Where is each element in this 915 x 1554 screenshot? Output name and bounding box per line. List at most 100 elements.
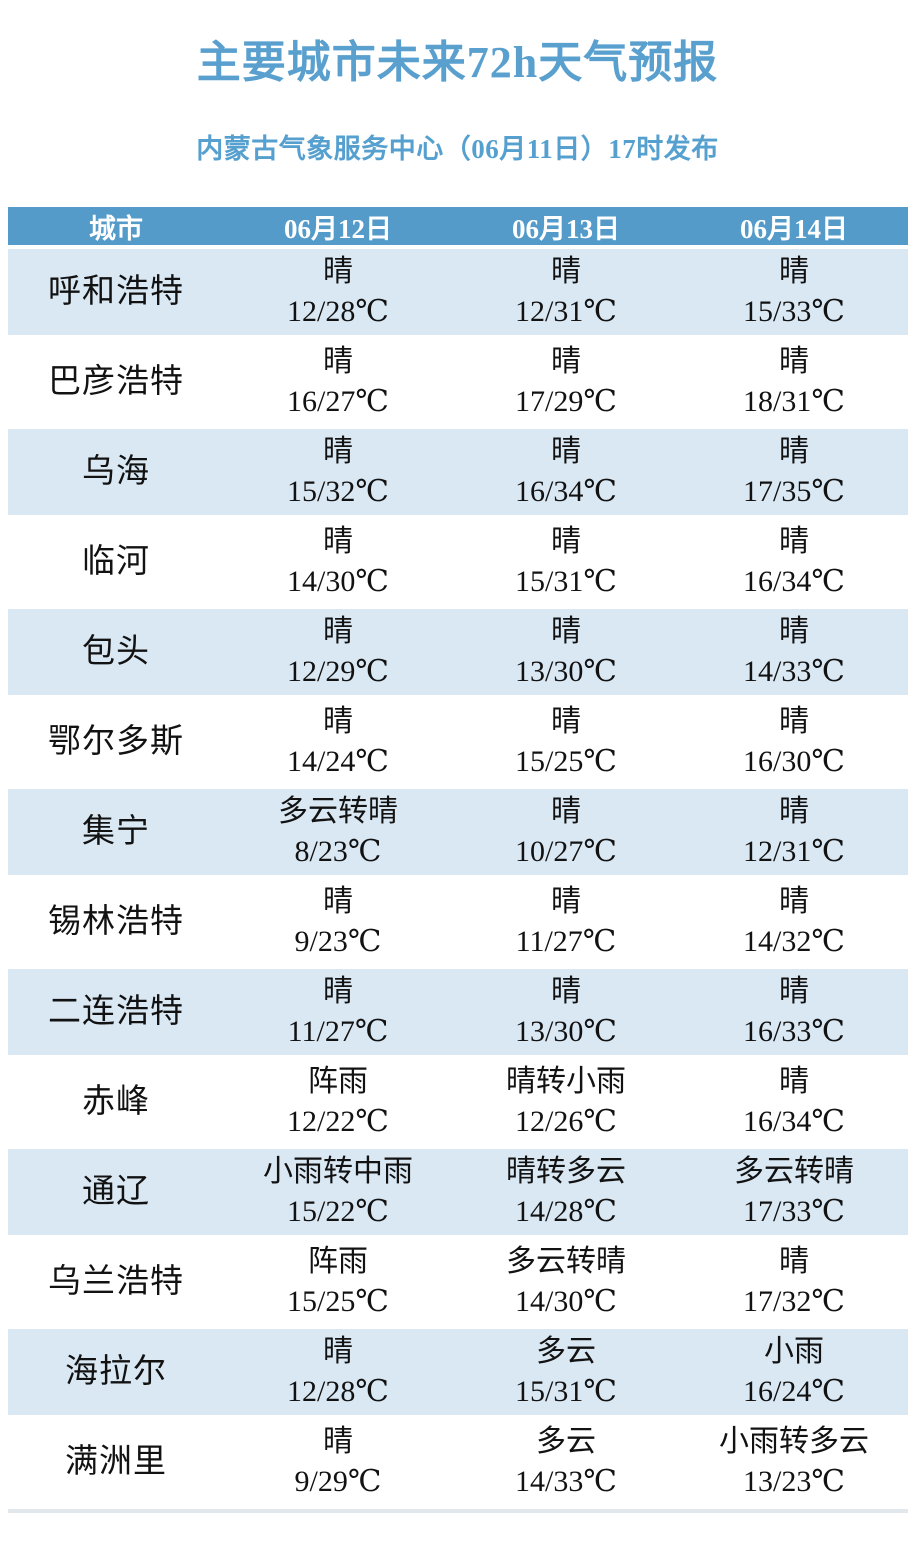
weather-condition: 晴 xyxy=(550,705,581,738)
forecast-cell-day2: 晴 12/31℃ xyxy=(452,252,680,332)
weather-condition: 晴 xyxy=(322,345,353,378)
temperature-range: 13/23℃ xyxy=(743,1465,845,1498)
temperature-range: 15/25℃ xyxy=(287,1285,389,1318)
forecast-cell-day2: 晴 13/30℃ xyxy=(452,612,680,692)
temperature-range: 17/33℃ xyxy=(743,1195,845,1228)
forecast-cell-day2: 晴 13/30℃ xyxy=(452,972,680,1052)
temperature-range: 10/27℃ xyxy=(515,835,617,868)
weather-condition: 晴 xyxy=(778,705,809,738)
temperature-range: 14/33℃ xyxy=(743,655,845,688)
weather-condition: 晴 xyxy=(778,345,809,378)
forecast-cell-day1: 晴 14/30℃ xyxy=(224,522,452,602)
forecast-cell-day1: 晴 12/28℃ xyxy=(224,252,452,332)
page-title: 主要城市未来72h天气预报 xyxy=(196,38,719,87)
weather-condition: 晴 xyxy=(322,615,353,648)
forecast-cell-day1: 晴 15/32℃ xyxy=(224,432,452,512)
forecast-cell-day2: 晴 15/31℃ xyxy=(452,522,680,602)
weather-condition: 晴 xyxy=(778,1065,809,1098)
forecast-cell-day2: 晴转小雨 12/26℃ xyxy=(452,1062,680,1142)
forecast-cell-day2: 晴 17/29℃ xyxy=(452,342,680,422)
forecast-cell-day3: 晴 16/33℃ xyxy=(680,972,908,1052)
weather-condition: 晴 xyxy=(322,255,353,288)
table-header-row: 城市 06月12日 06月13日 06月14日 xyxy=(8,207,908,245)
weather-condition: 晴 xyxy=(322,885,353,918)
weather-condition: 晴 xyxy=(778,1245,809,1278)
table-row: 呼和浩特 晴 12/28℃ 晴 12/31℃ 晴 15/33℃ xyxy=(8,249,908,335)
forecast-cell-day1: 阵雨 15/25℃ xyxy=(224,1242,452,1322)
forecast-cell-day3: 晴 16/34℃ xyxy=(680,522,908,602)
page-subtitle: 内蒙古气象服务中心（06月11日）17时发布 xyxy=(196,134,719,164)
weather-condition: 晴 xyxy=(550,435,581,468)
weather-condition: 晴 xyxy=(778,795,809,828)
forecast-cell-day2: 晴 10/27℃ xyxy=(452,792,680,872)
city-name: 乌海 xyxy=(82,454,150,490)
temperature-range: 14/32℃ xyxy=(743,925,845,958)
forecast-cell-day2: 多云 15/31℃ xyxy=(452,1332,680,1412)
table-row: 乌兰浩特 阵雨 15/25℃ 多云转晴 14/30℃ 晴 17/32℃ xyxy=(8,1239,908,1325)
forecast-cell-day3: 小雨转多云 13/23℃ xyxy=(680,1422,908,1502)
forecast-cell-day1: 多云转晴 8/23℃ xyxy=(224,792,452,872)
table-row: 包头 晴 12/29℃ 晴 13/30℃ 晴 14/33℃ xyxy=(8,609,908,695)
table-row: 满洲里 晴 9/29℃ 多云 14/33℃ 小雨转多云 13/23℃ xyxy=(8,1419,908,1505)
weather-condition: 晴 xyxy=(322,1425,353,1458)
forecast-cell-day3: 晴 17/32℃ xyxy=(680,1242,908,1322)
weather-condition: 小雨转多云 xyxy=(718,1425,869,1458)
forecast-cell-day2: 晴 15/25℃ xyxy=(452,702,680,782)
table-row: 集宁 多云转晴 8/23℃ 晴 10/27℃ 晴 12/31℃ xyxy=(8,789,908,875)
weather-condition: 多云转晴 xyxy=(733,1155,854,1188)
weather-condition: 晴 xyxy=(322,1335,353,1368)
forecast-table: 城市 06月12日 06月13日 06月14日 呼和浩特 晴 12/28℃ 晴 … xyxy=(8,207,908,1505)
city-name: 集宁 xyxy=(82,814,150,850)
temperature-range: 14/24℃ xyxy=(287,745,389,778)
temperature-range: 11/27℃ xyxy=(515,925,617,958)
table-row: 乌海 晴 15/32℃ 晴 16/34℃ 晴 17/35℃ xyxy=(8,429,908,515)
temperature-range: 15/32℃ xyxy=(287,475,389,508)
table-row: 通辽 小雨转中雨 15/22℃ 晴转多云 14/28℃ 多云转晴 17/33℃ xyxy=(8,1149,908,1235)
weather-condition: 晴 xyxy=(322,975,353,1008)
temperature-range: 16/34℃ xyxy=(743,565,845,598)
weather-condition: 阵雨 xyxy=(307,1065,368,1098)
header-cell-day1: 06月12日 xyxy=(283,213,392,244)
forecast-cell-day1: 晴 11/27℃ xyxy=(224,972,452,1052)
weather-condition: 晴 xyxy=(778,975,809,1008)
table-row: 海拉尔 晴 12/28℃ 多云 15/31℃ 小雨 16/24℃ xyxy=(8,1329,908,1415)
temperature-range: 12/29℃ xyxy=(287,655,389,688)
weather-condition: 晴 xyxy=(778,255,809,288)
temperature-range: 9/29℃ xyxy=(294,1465,382,1498)
weather-condition: 多云转晴 xyxy=(277,795,398,828)
weather-condition: 晴 xyxy=(550,885,581,918)
weather-condition: 晴转小雨 xyxy=(505,1065,626,1098)
forecast-cell-day1: 晴 12/28℃ xyxy=(224,1332,452,1412)
weather-condition: 多云 xyxy=(535,1335,596,1368)
forecast-cell-day3: 晴 14/32℃ xyxy=(680,882,908,962)
temperature-range: 15/31℃ xyxy=(515,1375,617,1408)
header-cell-day2: 06月13日 xyxy=(511,213,620,244)
temperature-range: 12/31℃ xyxy=(515,295,617,328)
weather-condition: 晴 xyxy=(550,795,581,828)
city-name: 乌兰浩特 xyxy=(48,1264,184,1300)
table-row: 二连浩特 晴 11/27℃ 晴 13/30℃ 晴 16/33℃ xyxy=(8,969,908,1055)
temperature-range: 17/29℃ xyxy=(515,385,617,418)
forecast-cell-day3: 小雨 16/24℃ xyxy=(680,1332,908,1412)
temperature-range: 16/34℃ xyxy=(515,475,617,508)
table-row: 鄂尔多斯 晴 14/24℃ 晴 15/25℃ 晴 16/30℃ xyxy=(8,699,908,785)
forecast-cell-day2: 多云 14/33℃ xyxy=(452,1422,680,1502)
forecast-cell-day2: 多云转晴 14/30℃ xyxy=(452,1242,680,1322)
forecast-cell-day1: 晴 9/23℃ xyxy=(224,882,452,962)
header-cell-day3: 06月14日 xyxy=(739,213,848,244)
weather-condition: 晴 xyxy=(550,975,581,1008)
city-name: 锡林浩特 xyxy=(48,904,184,940)
temperature-range: 13/30℃ xyxy=(515,655,617,688)
weather-condition: 阵雨 xyxy=(307,1245,368,1278)
weather-condition: 晴 xyxy=(778,885,809,918)
header-cell-city: 城市 xyxy=(89,213,143,244)
weather-condition: 晴转多云 xyxy=(505,1155,626,1188)
temperature-range: 12/31℃ xyxy=(743,835,845,868)
forecast-cell-day3: 晴 15/33℃ xyxy=(680,252,908,332)
city-name: 包头 xyxy=(82,634,150,670)
city-name: 临河 xyxy=(82,544,150,580)
temperature-range: 16/34℃ xyxy=(743,1105,845,1138)
forecast-cell-day3: 多云转晴 17/33℃ xyxy=(680,1152,908,1232)
weather-condition: 晴 xyxy=(778,525,809,558)
table-body: 呼和浩特 晴 12/28℃ 晴 12/31℃ 晴 15/33℃ 巴彦浩特 晴 1… xyxy=(8,249,908,1505)
